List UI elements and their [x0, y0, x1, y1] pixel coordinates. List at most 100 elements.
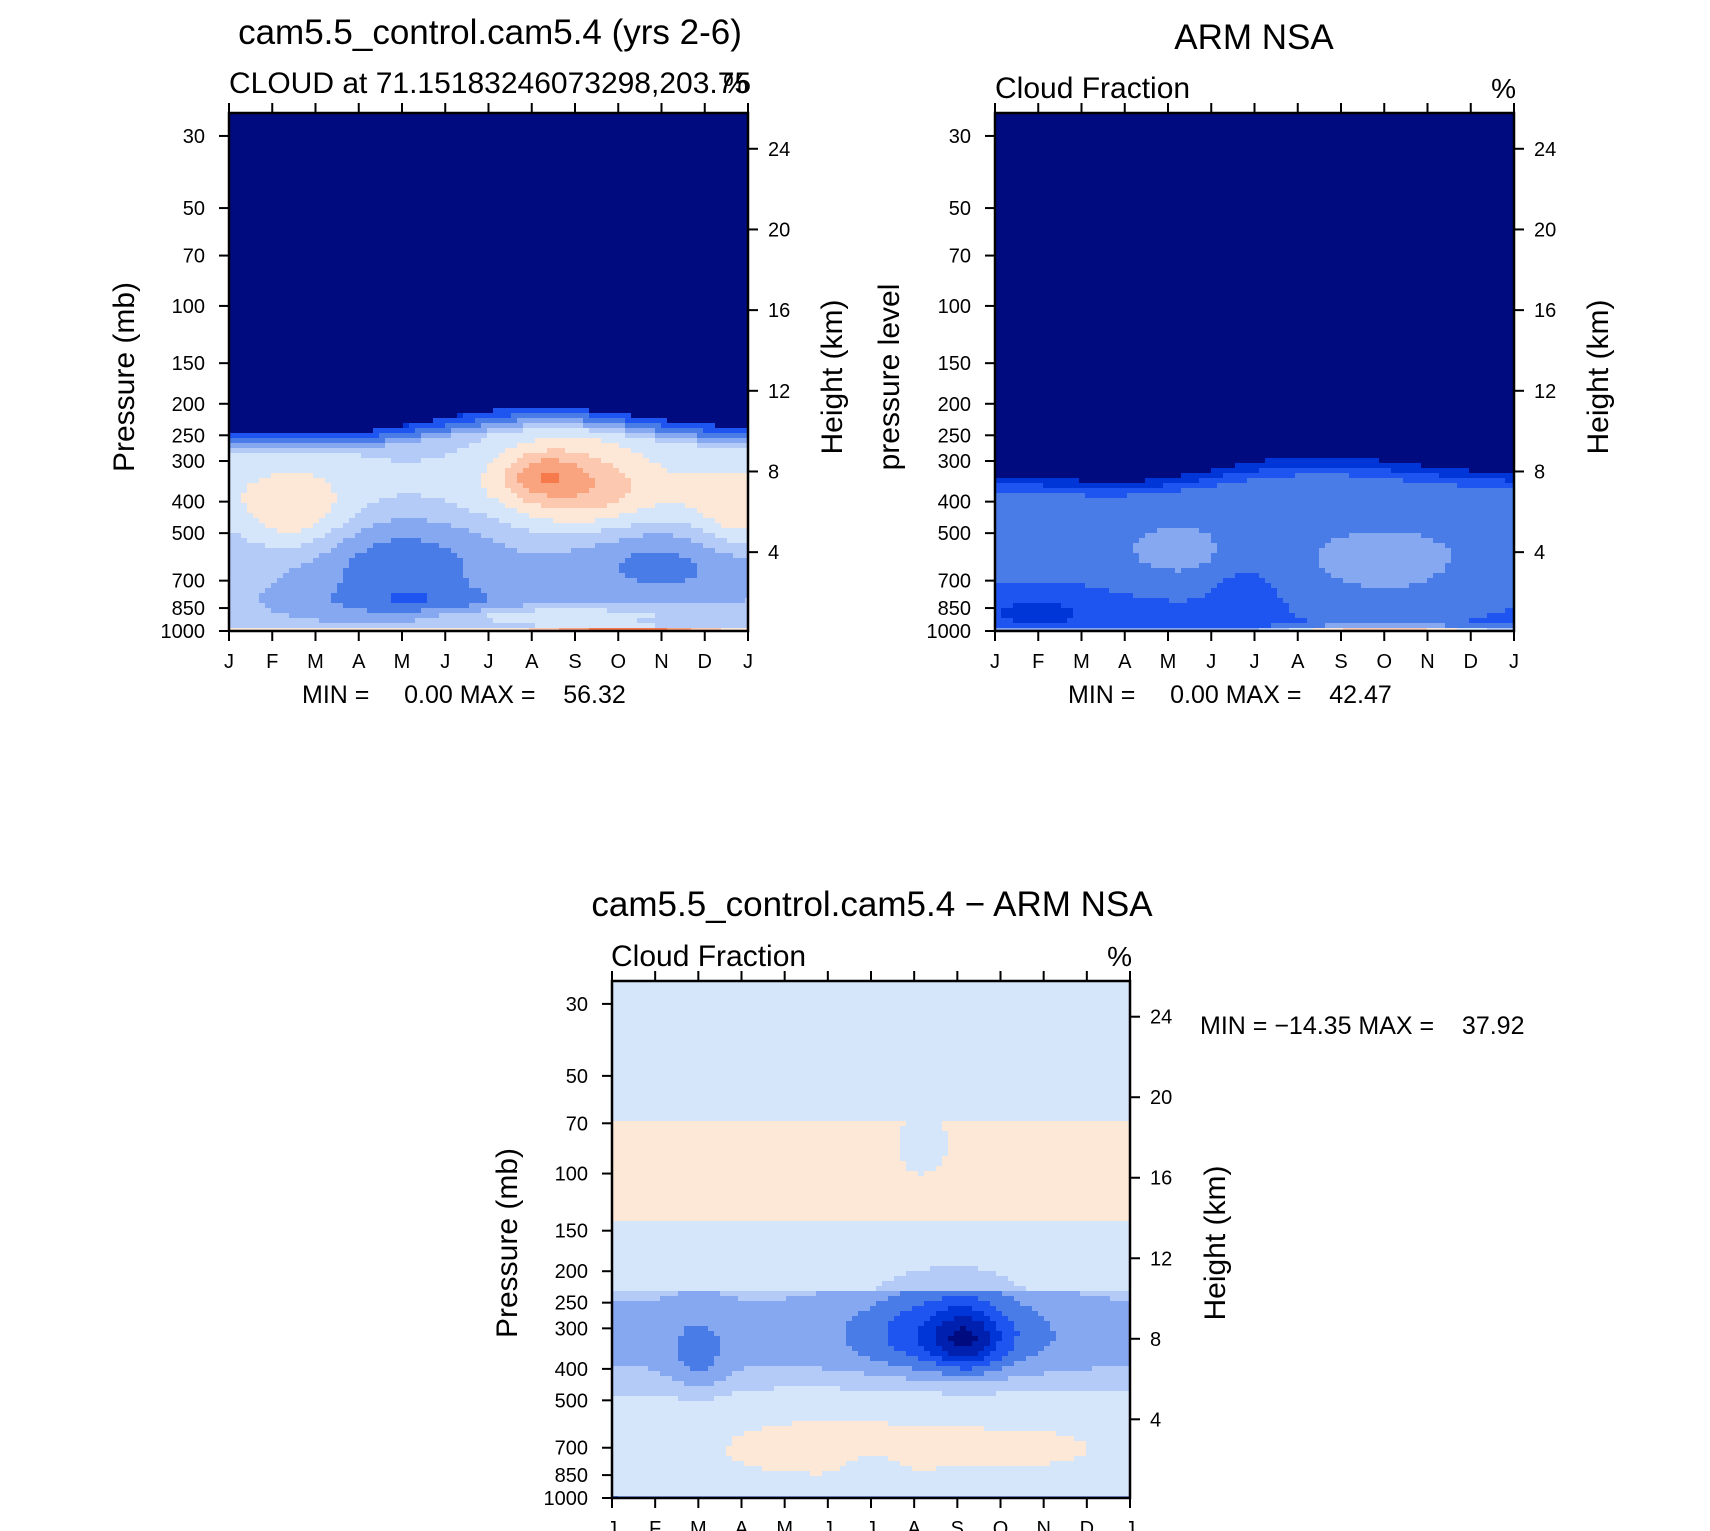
contour-cell [247, 188, 254, 194]
contour-cell [703, 343, 710, 349]
contour-cell [433, 268, 440, 274]
contour-cell [235, 273, 242, 279]
contour-cell [679, 308, 686, 314]
contour-cell [331, 373, 338, 379]
contour-cell [571, 153, 578, 159]
contour-cell [445, 378, 452, 384]
contour-cell [565, 143, 572, 149]
contour-cell [367, 363, 374, 369]
contour-cell [301, 253, 308, 259]
contour-cell [265, 143, 272, 149]
contour-cell [511, 373, 518, 379]
contour-cell [283, 188, 290, 194]
contour-cell [397, 273, 404, 279]
contour-cell [463, 248, 470, 254]
contour-cell [673, 323, 680, 329]
contour-cell [619, 268, 626, 274]
contour-cell [625, 183, 632, 189]
contour-cell [253, 168, 260, 174]
contour-cell [343, 353, 350, 359]
contour-cell [241, 313, 248, 319]
contour-cell [361, 298, 368, 304]
contour-cell [355, 373, 362, 379]
contour-cell [265, 303, 272, 309]
contour-cell [685, 163, 692, 169]
contour-cell [511, 233, 518, 239]
contour-cell [643, 213, 650, 219]
contour-cell [691, 248, 698, 254]
contour-cell [295, 348, 302, 354]
contour-cell [661, 163, 668, 169]
contour-cell [391, 318, 398, 324]
contour-cell [241, 228, 248, 234]
contour-cell [373, 333, 380, 339]
contour-cell [415, 168, 422, 174]
contour-cell [385, 263, 392, 269]
contour-cell [235, 208, 242, 214]
contour-cell [739, 363, 746, 369]
contour-cell [397, 343, 404, 349]
contour-cell [469, 298, 476, 304]
contour-cell [265, 188, 272, 194]
contour-cell [445, 388, 452, 394]
contour-cell [517, 238, 524, 244]
contour-cell [247, 178, 254, 184]
contour-cell [673, 238, 680, 244]
contour-cell [589, 373, 596, 379]
contour-cell [457, 288, 464, 294]
contour-cell [253, 333, 260, 339]
contour-cell [481, 358, 488, 364]
contour-cell [727, 143, 734, 149]
contour-cell [661, 133, 668, 139]
contour-cell [493, 333, 500, 339]
contour-cell [331, 318, 338, 324]
contour-cell [331, 288, 338, 294]
contour-cell [343, 343, 350, 349]
contour-cell [289, 393, 296, 399]
contour-cell [277, 383, 284, 389]
contour-cell [493, 328, 500, 334]
contour-cell [529, 328, 536, 334]
contour-cell [319, 218, 326, 224]
contour-cell [523, 328, 530, 334]
contour-cell [337, 203, 344, 209]
contour-cell [451, 253, 458, 259]
contour-cell [373, 158, 380, 164]
contour-cell [559, 198, 566, 204]
contour-cell [433, 173, 440, 179]
contour-cell [661, 353, 668, 359]
contour-cell [511, 263, 518, 269]
contour-cell [607, 213, 614, 219]
contour-cell [469, 148, 476, 154]
contour-cell [559, 138, 566, 144]
contour-cell [343, 218, 350, 224]
contour-cell [619, 133, 626, 139]
contour-cell [451, 233, 458, 239]
contour-cell [583, 168, 590, 174]
contour-cell [505, 118, 512, 124]
contour-cell [601, 143, 608, 149]
contour-cell [673, 188, 680, 194]
contour-cell [277, 148, 284, 154]
contour-cell [631, 238, 638, 244]
contour-cell [595, 253, 602, 259]
contour-cell [565, 138, 572, 144]
contour-cell [601, 133, 608, 139]
contour-cell [667, 333, 674, 339]
contour-cell [379, 258, 386, 264]
contour-cell [625, 378, 632, 384]
contour-cell [265, 288, 272, 294]
contour-cell [601, 158, 608, 164]
contour-cell [535, 393, 542, 399]
contour-cell [631, 228, 638, 234]
contour-cell [373, 363, 380, 369]
contour-cell [637, 178, 644, 184]
contour-cell [547, 178, 554, 184]
contour-cell [319, 153, 326, 159]
contour-cell [691, 158, 698, 164]
contour-cell [277, 138, 284, 144]
contour-cell [631, 383, 638, 389]
contour-cell [523, 343, 530, 349]
contour-cell [379, 148, 386, 154]
contour-cell [493, 358, 500, 364]
